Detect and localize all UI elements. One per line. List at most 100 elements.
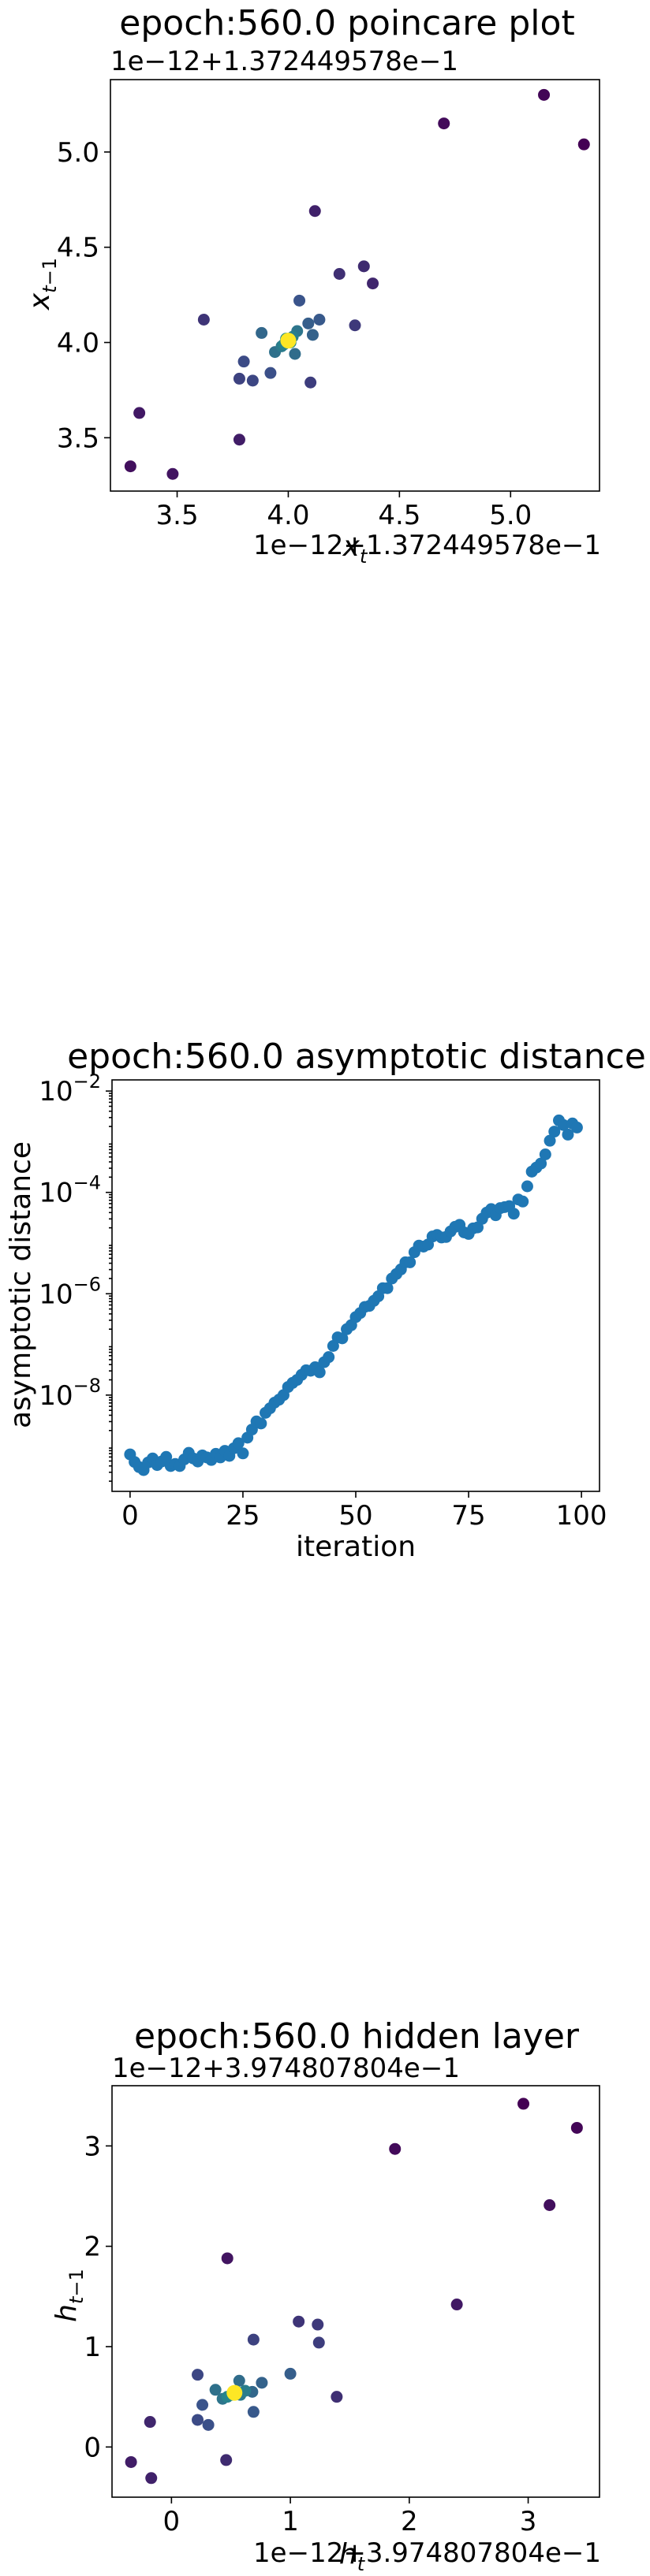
hidden-layer-point	[196, 2399, 209, 2411]
asymptotic-distance-point	[562, 1128, 574, 1141]
asymptotic-distance-y-tick-label: 10−6	[39, 1273, 101, 1310]
poincare-plot-point	[304, 376, 317, 389]
asymptotic-distance-x-tick-label: 0	[121, 1500, 139, 1532]
asymptotic-distance-point	[539, 1148, 551, 1160]
hidden-layer-x-axis-label: ht	[339, 2538, 366, 2575]
poincare-plot-point	[333, 268, 346, 280]
poincare-plot-title: epoch:560.0 poincare plot	[119, 3, 574, 43]
asymptotic-distance-x-tick-label: 50	[338, 1500, 372, 1532]
hidden-layer-point	[312, 2336, 325, 2349]
hidden-layer-x-tick-label: 2	[401, 2506, 418, 2537]
poincare-plot-point	[289, 348, 301, 360]
asymptotic-distance-x-ticks: 0 25 50 75 100	[121, 1491, 607, 1532]
poincare-plot-x-tick-label: 4.5	[378, 500, 420, 531]
poincare-plot-point	[293, 294, 306, 307]
hidden-layer-point	[450, 2299, 463, 2311]
asymptotic-distance-point	[570, 1121, 583, 1134]
asymptotic-distance-title: epoch:560.0 asymptotic distance	[67, 1037, 646, 1077]
poincare-plot-y-tick-label: 3.5	[57, 423, 99, 454]
poincare-plot-point	[233, 372, 245, 385]
poincare-plot-x-offset-label: 1e−12+1.372449578e−1	[253, 530, 601, 561]
poincare-plot-chart: epoch:560.0 poincare plot 1e−12+1.372449…	[24, 3, 601, 568]
poincare-plot-y-tick-label: 4.5	[57, 233, 99, 264]
poincare-plot-point	[246, 374, 259, 387]
poincare-plot-point	[308, 205, 321, 218]
asymptotic-distance-point	[521, 1180, 533, 1193]
poincare-plot-x-tick-label: 3.5	[156, 500, 199, 531]
poincare-plot-point	[577, 138, 590, 151]
asymptotic-distance-point	[381, 1282, 394, 1294]
poincare-plot-point	[256, 326, 268, 339]
asymptotic-distance-point	[255, 1417, 267, 1430]
asymptotic-distance-y-ticks: 10−8 10−6 10−4 10−2	[39, 1070, 112, 1482]
asymptotic-distance-point	[336, 1332, 349, 1345]
asymptotic-distance-point	[313, 1366, 326, 1379]
asymptotic-distance-point	[232, 1437, 245, 1450]
poincare-plot-point	[349, 319, 361, 332]
asymptotic-distance-x-tick-label: 100	[556, 1500, 607, 1532]
hidden-layer-point	[331, 2391, 343, 2403]
asymptotic-distance-y-tick-label: 10−8	[39, 1375, 101, 1412]
poincare-plot-point	[166, 467, 179, 480]
asymptotic-distance-chart: epoch:560.0 asymptotic distance 0 25 50 75 1…	[5, 1037, 646, 1563]
poincare-plot-point	[367, 277, 379, 290]
hidden-layer-point	[544, 2199, 556, 2212]
asymptotic-distance-point	[237, 1447, 249, 1460]
poincare-plot-point	[124, 460, 136, 473]
asymptotic-distance-y-tick-label: 10−2	[39, 1070, 101, 1107]
poincare-plot-x-tick-label: 4.0	[267, 500, 309, 531]
hidden-layer-point	[233, 2374, 245, 2387]
poincare-plot-y-tick-label: 4.0	[57, 328, 99, 359]
poincare-plot-y-axis-label: xt−1	[24, 258, 61, 311]
poincare-plot-x-ticks: 3.5 4.0 4.5 5.0	[156, 491, 532, 531]
hidden-layer-point	[256, 2377, 268, 2389]
asymptotic-distance-points	[124, 1114, 583, 1476]
hidden-layer-point	[209, 2384, 222, 2396]
hidden-layer-point	[192, 2369, 204, 2381]
asymptotic-distance-point	[160, 1450, 173, 1463]
hidden-layer-point	[192, 2414, 204, 2426]
asymptotic-distance-x-tick-label: 25	[226, 1500, 260, 1532]
hidden-layer-y-ticks: 0 1 2 3	[84, 2131, 112, 2463]
hidden-layer-y-tick-label: 1	[84, 2332, 101, 2363]
hidden-layer-point	[125, 2455, 137, 2468]
poincare-plot-point	[233, 434, 245, 446]
asymptotic-distance-point	[323, 1351, 335, 1364]
hidden-layer-x-tick-label: 1	[282, 2506, 299, 2537]
poincare-plot-point	[306, 329, 319, 341]
hidden-layer-point	[389, 2142, 402, 2155]
hidden-layer-y-tick-label: 0	[84, 2432, 101, 2463]
hidden-layer-x-offset-label: 1e−12+3.974807804e−1	[253, 2537, 601, 2569]
poincare-plot-y-tick-label: 5.0	[57, 137, 99, 169]
asymptotic-distance-x-axis-label: iteration	[296, 1531, 416, 1563]
poincare-plot-point	[302, 317, 315, 329]
hidden-layer-y-tick-label: 3	[84, 2131, 101, 2162]
hidden-layer-x-tick-label: 3	[520, 2506, 537, 2537]
poincare-plot-y-offset-label: 1e−12+1.372449578e−1	[110, 46, 458, 77]
asymptotic-distance-point	[535, 1157, 547, 1170]
poincare-plot-x-axis-label: xt	[342, 530, 368, 568]
hidden-layer-point	[247, 2333, 260, 2346]
hidden-layer-point	[293, 2315, 305, 2328]
hidden-layer-point	[226, 2384, 243, 2401]
asymptotic-distance-y-axis-label: asymptotic distance	[5, 1141, 37, 1428]
hidden-layer-point	[221, 2252, 233, 2265]
poincare-plot-point	[280, 333, 297, 349]
asymptotic-distance-frame	[111, 1079, 600, 1492]
hidden-layer-point	[247, 2406, 260, 2418]
asymptotic-distance-x-tick-label: 75	[451, 1500, 485, 1532]
poincare-plot-point	[357, 260, 370, 273]
poincare-plot-point	[197, 314, 210, 326]
hidden-layer-point	[220, 2454, 233, 2466]
asymptotic-distance-point	[517, 1195, 529, 1208]
hidden-layer-point	[202, 2418, 215, 2431]
hidden-layer-point	[517, 2098, 530, 2110]
hidden-layer-title: epoch:560.0 hidden layer	[134, 2016, 580, 2057]
hidden-layer-x-ticks: 0 1 2 3	[163, 2497, 537, 2537]
hidden-layer-x-tick-label: 0	[163, 2506, 181, 2537]
poincare-plot-point	[438, 117, 450, 130]
asymptotic-distance-point	[548, 1126, 561, 1138]
hidden-layer-y-tick-label: 2	[84, 2232, 101, 2263]
poincare-plot-point	[237, 356, 250, 368]
